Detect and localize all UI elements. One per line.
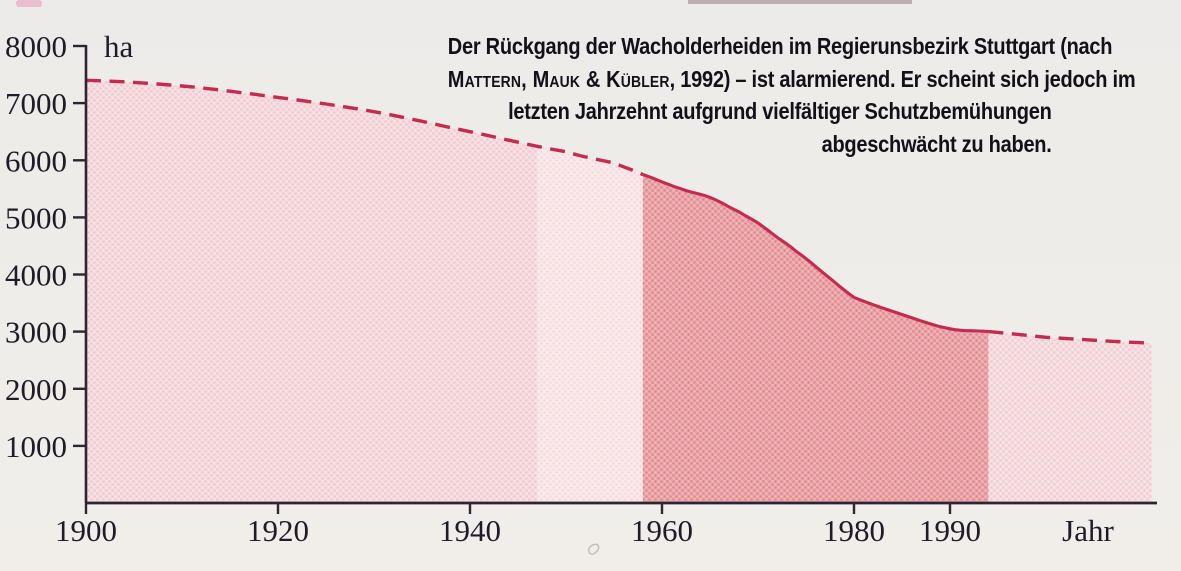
scan-artifact	[16, 0, 42, 7]
scan-artifact	[588, 543, 600, 555]
caption-line-4: abgeschwächt zu haben.	[821, 130, 1052, 157]
scan-artifact	[688, 0, 912, 4]
caption-line-2-rest: , 1992) – ist alarmierend. Er scheint si…	[669, 65, 1136, 92]
caption-authors: Mattern, Mauk & Kübler	[447, 65, 670, 92]
area-band-1994-2011	[988, 331, 1152, 503]
x-axis-title: Jahr	[1062, 513, 1114, 548]
y-tick-label: 5000	[5, 200, 67, 235]
area-band-1958-1994	[642, 174, 989, 503]
area-band-1947-1958	[537, 146, 643, 504]
x-tick-label: 1990	[919, 513, 981, 548]
curve-segment-dashed	[988, 329, 1152, 345]
y-tick-label: 1000	[5, 429, 67, 464]
x-tick-label: 1960	[631, 513, 693, 548]
y-tick-label: 7000	[5, 86, 67, 121]
y-tick-label: 3000	[5, 315, 67, 350]
curve-segment-dashed	[85, 78, 644, 177]
y-tick-label: 2000	[5, 372, 67, 407]
y-tick-label: 6000	[5, 143, 67, 178]
y-tick-label: 4000	[5, 258, 67, 293]
x-tick-label: 1900	[55, 513, 117, 548]
curve-segment-solid	[642, 173, 989, 334]
x-tick-label: 1920	[247, 513, 309, 548]
caption-line-1: Der Rückgang der Wacholderheiden im Regi…	[447, 33, 1113, 59]
caption-line-2: Mattern, Mauk & Kübler, 1992) – ist alar…	[447, 63, 1136, 96]
y-unit-label: ha	[104, 29, 134, 64]
area-band-1900-1947	[86, 80, 538, 504]
x-tick-label: 1940	[439, 513, 501, 548]
y-tick-label: 8000	[5, 29, 67, 64]
chart-caption: Der Rückgang der Wacholderheiden im Regi…	[447, 30, 1136, 160]
x-tick-label: 1980	[823, 513, 885, 548]
caption-line-3: letzten Jahrzehnt aufgrund vielfältiger …	[508, 98, 1052, 124]
